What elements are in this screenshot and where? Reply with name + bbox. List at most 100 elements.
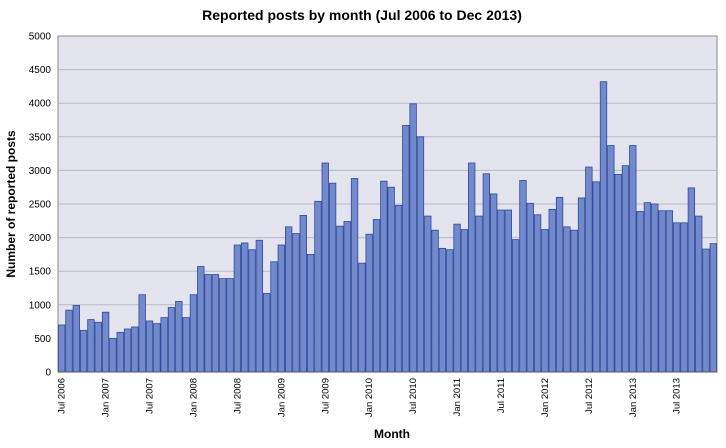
bar (101, 311, 110, 373)
bar (541, 229, 549, 373)
bar (299, 215, 307, 373)
x-tick-label: Jan 2009 (276, 378, 287, 417)
bar (65, 309, 73, 373)
bar (526, 202, 534, 373)
y-tick-label: 3500 (29, 132, 52, 143)
y-tick-label: 1500 (29, 267, 52, 278)
bar (79, 329, 88, 373)
bar (204, 274, 212, 373)
bar (109, 337, 117, 373)
bar (548, 208, 556, 373)
bar (438, 247, 447, 373)
bar (248, 249, 256, 373)
bar (409, 103, 417, 373)
y-tick-label: 500 (34, 334, 51, 345)
bar (358, 262, 366, 373)
x-tick-label: Jul 2009 (320, 378, 331, 414)
x-tick-label: Jan 2012 (540, 378, 551, 417)
bar (350, 178, 359, 373)
bar (592, 181, 600, 373)
bar (533, 214, 542, 373)
bar (292, 233, 300, 373)
bar (680, 222, 688, 373)
y-tick-label: 3000 (29, 166, 52, 177)
bar (365, 233, 373, 373)
bar (482, 173, 491, 373)
x-tick-label: Jul 2013 (672, 378, 683, 414)
bar (372, 219, 381, 373)
bar (145, 320, 154, 373)
bar (255, 239, 264, 373)
bar (416, 136, 425, 373)
y-tick-label: 0 (45, 368, 51, 379)
bar (599, 81, 608, 373)
bar (160, 317, 168, 373)
bar (563, 226, 571, 373)
bar (702, 248, 710, 373)
y-axis-title: Number of reported posts (4, 130, 18, 278)
bar (643, 202, 652, 373)
bar (621, 165, 630, 373)
bar (336, 225, 344, 373)
x-tick-label: Jan 2013 (628, 378, 639, 417)
bar (511, 239, 520, 373)
bar (219, 278, 227, 373)
plot-area: 0 500 1000 1500 2000 2500 3000 3500 4000 4500 5000… (29, 32, 718, 417)
bar (504, 209, 512, 373)
bar (189, 294, 198, 373)
x-tick-label: Jul 2006 (57, 378, 68, 414)
bar (431, 229, 439, 373)
bar (277, 244, 285, 373)
bar (241, 242, 249, 373)
bar (343, 221, 351, 373)
bar (665, 210, 674, 373)
bar (402, 124, 410, 373)
x-tick-label: Jan 2011 (452, 378, 463, 416)
bar (585, 166, 593, 373)
y-tick-label: 2500 (29, 200, 52, 211)
bar (233, 244, 242, 373)
y-tick-label: 4500 (29, 65, 52, 76)
bar (138, 294, 146, 373)
bar (263, 292, 271, 373)
x-tick-label: Jul 2008 (232, 378, 243, 414)
bar (570, 229, 578, 373)
chart-title: Reported posts by month (Jul 2006 to Dec… (202, 7, 522, 23)
bar (72, 305, 80, 373)
bar (321, 162, 329, 373)
bar (328, 182, 337, 373)
bar (387, 186, 395, 373)
bar (131, 326, 139, 373)
bar (123, 328, 132, 373)
bar (197, 266, 205, 373)
bar (182, 317, 190, 373)
bar (453, 223, 461, 373)
bar (58, 324, 66, 373)
bar (673, 222, 681, 373)
bar (226, 278, 234, 373)
bar (167, 307, 176, 373)
bar (284, 226, 293, 373)
bar (270, 261, 278, 373)
bar (446, 249, 454, 373)
bar (555, 196, 564, 373)
bar (314, 200, 322, 373)
bar (651, 203, 659, 373)
bar (211, 274, 220, 373)
bar (116, 331, 124, 373)
bar (629, 145, 637, 373)
y-tick-label: 4000 (29, 99, 52, 110)
x-tick-label: Jan 2007 (101, 378, 112, 417)
x-axis-title: Month (374, 427, 410, 441)
bar (614, 174, 622, 373)
y-tick-label: 2000 (29, 233, 52, 244)
bar (519, 180, 527, 373)
bar (695, 215, 703, 373)
x-tick-label: Jul 2007 (145, 378, 156, 414)
bar (709, 243, 717, 373)
bar (577, 197, 586, 373)
x-tick-label: Jul 2012 (584, 378, 595, 414)
bar (306, 253, 315, 373)
bar (468, 162, 476, 373)
